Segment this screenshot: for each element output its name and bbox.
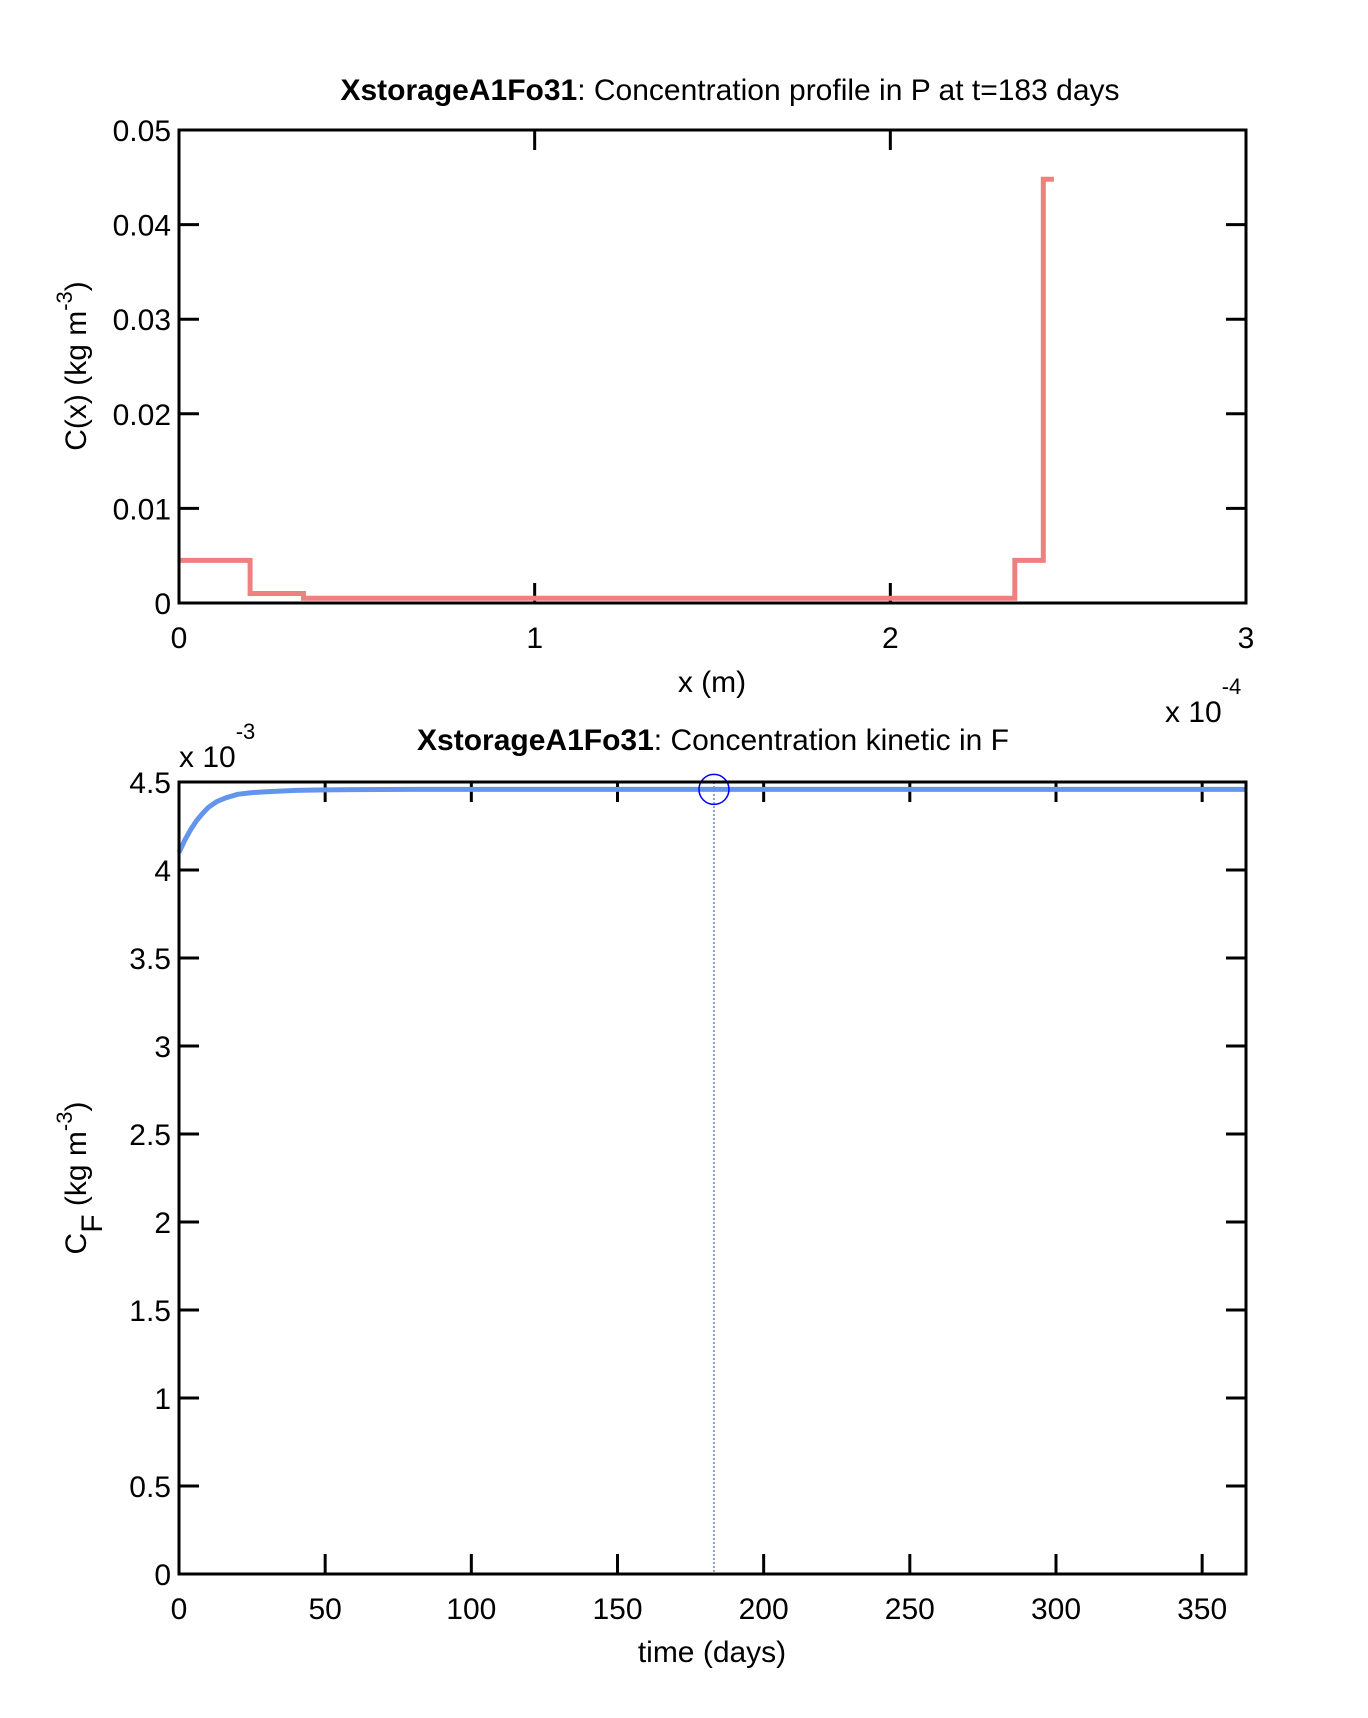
y-tick-label: 1 <box>154 1383 171 1416</box>
x-tick-label: 100 <box>446 1593 496 1626</box>
x-tick-label: 50 <box>308 1593 341 1626</box>
profile-axes-frame <box>177 128 1248 605</box>
series-line <box>176 786 1246 854</box>
profile-title-rest: : Concentration profile in P at t=183 da… <box>577 74 1119 107</box>
kinetic-ylabel: CF (kg m-3) <box>52 1102 109 1255</box>
x-tick-label: 0 <box>171 622 188 655</box>
profile-plot-area <box>179 176 1054 601</box>
kinetic-xlabel: time (days) <box>638 1636 786 1669</box>
kinetic-plot-area <box>176 773 1246 1574</box>
kinetic-ticks: 0 50 100 150 200 250 300 350 0 0.5 1 1.5 2 2.5 3 3.5 4 4.… <box>129 767 1246 1626</box>
y-tick-label: 2 <box>154 1207 171 1240</box>
y-tick-label: 0 <box>154 1559 171 1592</box>
profile-x-multiplier-base: x 10 <box>1165 696 1222 729</box>
profile-xlabel: x (m) <box>678 666 746 699</box>
y-tick-label: 0.02 <box>113 399 171 432</box>
x-tick-label: 200 <box>739 1593 789 1626</box>
x-tick-label: 1 <box>526 622 543 655</box>
y-tick-label: 2.5 <box>129 1119 171 1152</box>
kinetic-ylabel-sub: F <box>76 1214 109 1232</box>
kinetic-ylabel-main: C <box>60 1233 93 1255</box>
y-tick-label: 0.5 <box>129 1471 171 1504</box>
profile-ylabel: C(x) (kg m-3) <box>52 281 93 451</box>
profile-x-multiplier: x 10-4 <box>1165 674 1241 729</box>
y-tick-label: 3.5 <box>129 943 171 976</box>
series-line <box>179 176 1054 601</box>
kinetic-axes-frame <box>177 780 1248 1576</box>
y-tick-label: 0.03 <box>113 304 171 337</box>
kinetic-ylabel-sup: -3 <box>52 1112 77 1132</box>
kinetic-y-multiplier-exp: -3 <box>236 719 256 744</box>
x-tick-label: 2 <box>882 622 899 655</box>
kinetic-ylabel-end: ) <box>60 1102 93 1112</box>
y-tick-label: 0.01 <box>113 493 171 526</box>
x-tick-label: 0 <box>171 1593 188 1626</box>
profile-ylabel-sup: -3 <box>52 291 77 311</box>
kinetic-axes: XstorageA1Fo31: Concentration kinetic in… <box>52 719 1248 1669</box>
x-tick-label: 3 <box>1238 622 1255 655</box>
profile-title-bold: XstorageA1Fo31 <box>340 74 577 107</box>
y-tick-label: 4 <box>154 855 171 888</box>
profile-x-multiplier-exp: -4 <box>1222 674 1242 699</box>
profile-ylabel-main: C(x) (kg m <box>60 311 93 451</box>
kinetic-title-bold: XstorageA1Fo31 <box>417 724 654 757</box>
kinetic-y-multiplier-base: x 10 <box>179 741 236 774</box>
kinetic-title-rest: : Concentration kinetic in F <box>654 724 1009 757</box>
profile-title: XstorageA1Fo31: Concentration profile in… <box>340 74 1119 107</box>
y-tick-label: 0 <box>154 588 171 621</box>
x-tick-label: 350 <box>1177 1593 1227 1626</box>
y-tick-label: 0.05 <box>113 115 171 148</box>
profile-axes: XstorageA1Fo31: Concentration profile in… <box>52 74 1254 729</box>
y-tick-label: 4.5 <box>129 767 171 800</box>
profile-ticks: 0 1 2 3 0 0.01 0.02 0.03 0.04 0.05 <box>113 115 1255 655</box>
profile-ylabel-end: ) <box>60 281 93 291</box>
y-tick-label: 1.5 <box>129 1295 171 1328</box>
current-time-marker <box>698 773 730 806</box>
x-tick-label: 250 <box>885 1593 935 1626</box>
x-tick-label: 150 <box>592 1593 642 1626</box>
y-tick-label: 0.04 <box>113 210 171 243</box>
y-tick-label: 3 <box>154 1031 171 1064</box>
kinetic-y-multiplier: x 10-3 <box>179 719 255 774</box>
x-tick-label: 300 <box>1031 1593 1081 1626</box>
kinetic-ylabel-mid: (kg m <box>60 1131 93 1214</box>
kinetic-title: XstorageA1Fo31: Concentration kinetic in… <box>417 724 1009 757</box>
